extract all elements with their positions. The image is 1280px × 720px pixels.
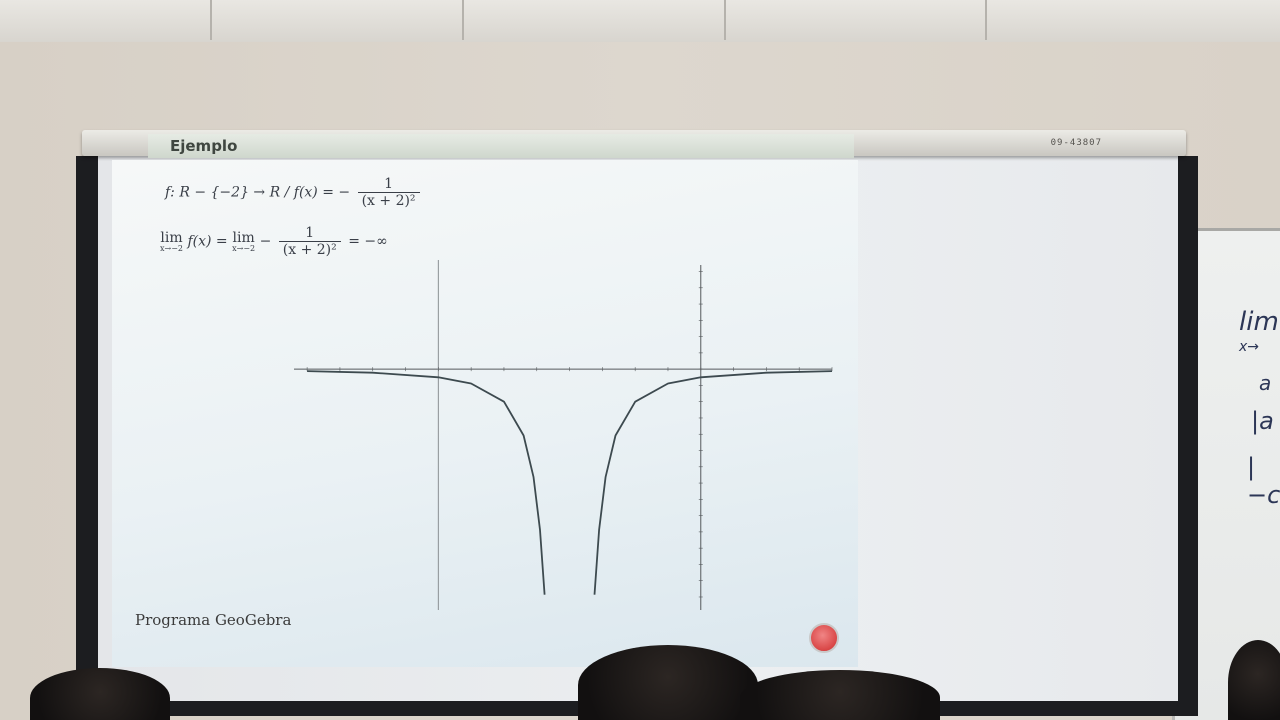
audience-head: [578, 645, 758, 720]
fraction-denominator: (x + 2)²: [282, 242, 337, 258]
fraction-numerator: 1: [278, 225, 341, 242]
footer-label: Programa GeoGebra: [135, 611, 292, 629]
limit-subscript: x→−2: [232, 244, 256, 253]
limit-expression: lim x→−2 f(x) = lim x→−2 − 1 (x + 2)² = …: [160, 225, 388, 258]
audience-head: [740, 670, 940, 720]
curve-right-branch: [593, 370, 833, 595]
limit-operator: lim x→−2: [232, 230, 255, 253]
audience-head: [1228, 640, 1280, 720]
minus-sign: −: [259, 233, 272, 250]
limit-subscript: x→−2: [160, 244, 184, 253]
limit-word: lim: [160, 230, 183, 246]
limit-word: lim: [232, 230, 255, 246]
whiteboard-text: |a: [1251, 407, 1274, 435]
ceiling-seam: [985, 0, 987, 40]
ceiling-seam: [724, 0, 726, 40]
function-definition: f: R − {−2} → R / f(x) = − 1 (x + 2)²: [165, 176, 423, 209]
whiteboard-text: a: [1259, 371, 1272, 395]
limit-result: = −∞: [348, 233, 388, 250]
ceiling-seam: [210, 0, 212, 40]
fraction: 1 (x + 2)²: [278, 225, 341, 258]
whiteboard-text: lim: [1239, 307, 1279, 337]
fraction-numerator: 1: [357, 176, 420, 193]
whiteboard-text: |−c: [1247, 453, 1280, 509]
curve-left-branch: [307, 370, 546, 595]
limit-text: f(x) =: [187, 233, 233, 250]
housing-label: 09-43807: [1050, 138, 1102, 148]
whiteboard-text: x→: [1239, 339, 1260, 355]
audience-head: [30, 668, 170, 720]
ceiling-seam: [462, 0, 464, 40]
slide-title: Ejemplo: [170, 137, 238, 155]
fraction-denominator: (x + 2)²: [361, 193, 416, 209]
slide-header-bar: [148, 134, 854, 158]
record-button[interactable]: [809, 623, 839, 653]
fraction: 1 (x + 2)²: [357, 176, 420, 209]
slide: [112, 160, 858, 667]
ceiling: [0, 0, 1280, 44]
function-plot: [294, 260, 833, 610]
limit-operator: lim x→−2: [160, 230, 183, 253]
function-definition-text: f: R − {−2} → R / f(x) = −: [165, 184, 351, 201]
